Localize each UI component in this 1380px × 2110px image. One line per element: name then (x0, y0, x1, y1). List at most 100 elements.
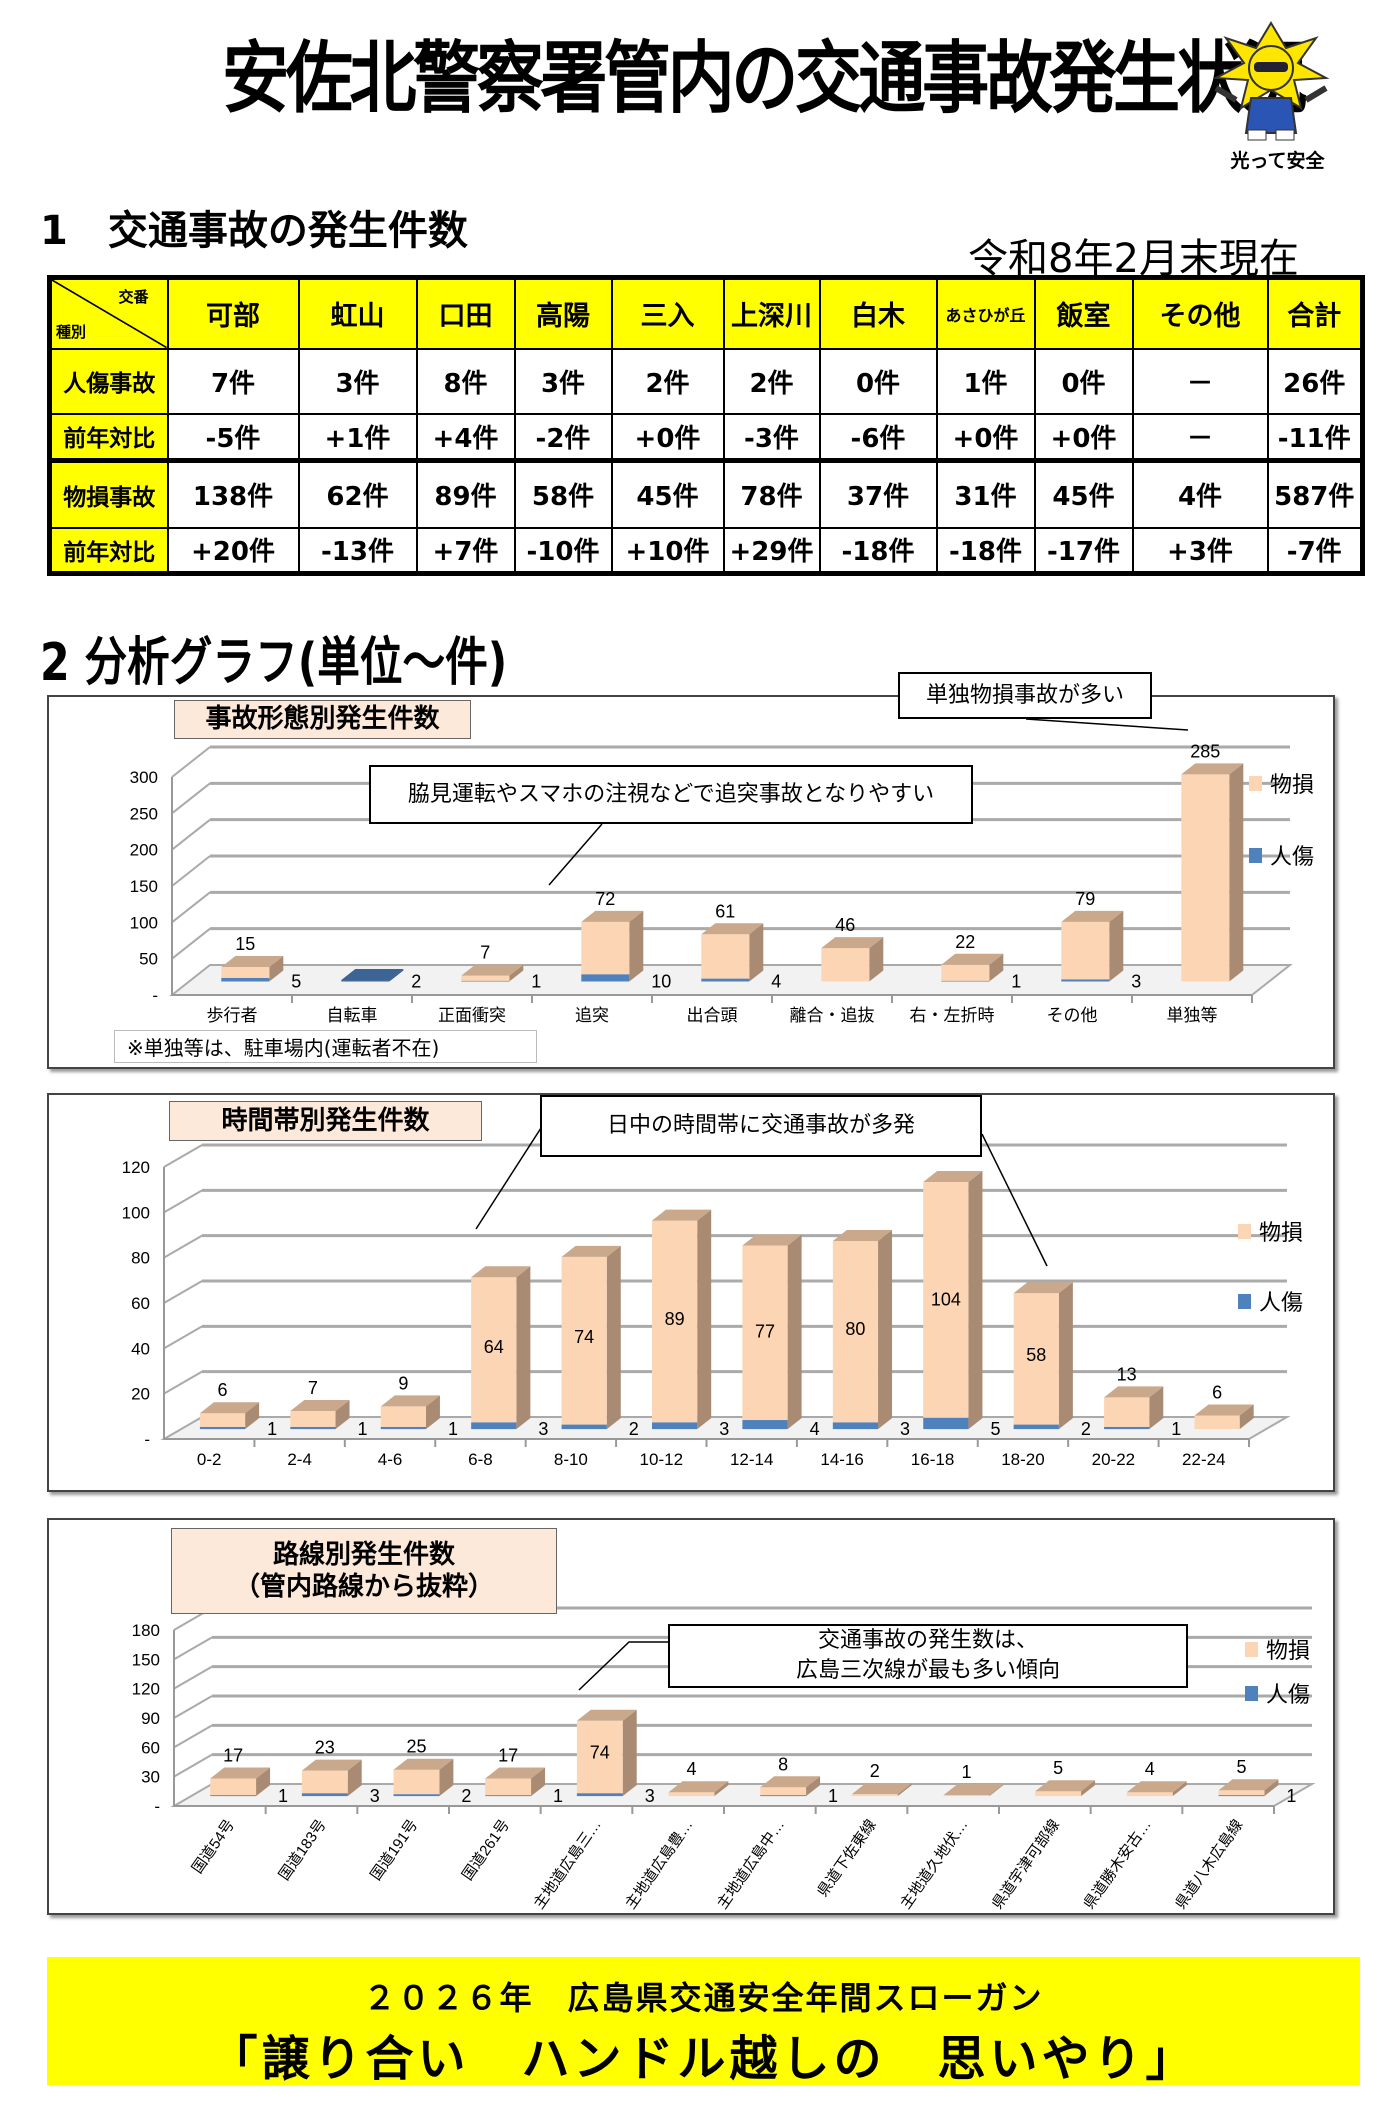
annotation-leader-line (981, 1133, 1048, 1267)
bar-side (629, 910, 644, 982)
bar-property (1013, 1293, 1059, 1425)
bar-property (668, 1792, 715, 1797)
bar-injury (301, 1793, 348, 1797)
annotation-daytime: 日中の時間帯に交通事故が多発 (540, 1095, 982, 1157)
bar-property (380, 1406, 426, 1427)
route-chart: -30 60 90 120 150 180 17 1 国道54号 23 3 国道183号 25 2 国道19… (47, 1518, 1335, 1915)
bar-side (622, 1709, 637, 1797)
data-label-property: 4 (686, 1759, 696, 1779)
data-label-injury: 2 (461, 1786, 471, 1806)
data-label-property: 23 (315, 1738, 335, 1758)
x-tick-label: 12-14 (730, 1450, 773, 1469)
data-label-property: 58 (1026, 1345, 1046, 1365)
bar-property (461, 975, 510, 981)
table-cell: 3件 (513, 347, 613, 415)
page-title: 安佐北警察署管内の交通事故発生状況 (222, 34, 1307, 124)
y-tick-label: 100 (130, 913, 158, 932)
bar-side (1264, 1779, 1279, 1797)
slogan-text: 「譲り合い ハンドル越しの 思いやり」 (209, 2031, 1198, 2087)
x-tick-label: 0-2 (197, 1450, 222, 1469)
bar-property (701, 934, 750, 979)
bar-top (1218, 1779, 1279, 1791)
annotation-single-accident: 単独物損事故が多い (898, 672, 1152, 719)
table-row: 人傷事故 7件 3件 8件 3件 2件 2件 0件 1件 0件－ 26件 (48, 347, 1364, 415)
table-cell: +7件 (415, 526, 516, 575)
column-header: 上深川 (722, 276, 821, 350)
data-label-injury: 3 (900, 1419, 910, 1439)
column-header: 白木 (818, 276, 938, 350)
x-tick-label: 右・左折時 (910, 1006, 995, 1025)
data-label-injury: 2 (1081, 1419, 1091, 1439)
gridline-slant (171, 927, 211, 960)
data-label-property: 7 (308, 1378, 318, 1398)
chart-title: 時間帯別発生件数 (169, 1101, 482, 1141)
data-label-injury: 1 (1286, 1786, 1296, 1806)
bar-property (393, 1769, 440, 1795)
data-label-injury: 5 (990, 1419, 1000, 1439)
legend-label: 物損 (1259, 1221, 1304, 1246)
bar-property (943, 1795, 990, 1797)
bar-property (1126, 1792, 1173, 1797)
data-label-injury: 1 (358, 1419, 368, 1439)
bar-property (1218, 1790, 1265, 1796)
gridline-slant (163, 1234, 203, 1259)
section-heading-counts: 1 交通事故の発生件数 (40, 208, 468, 254)
x-tick-label: 20-22 (1092, 1450, 1135, 1469)
data-label-property: 17 (498, 1746, 518, 1766)
table-cell: 587件 (1266, 458, 1364, 529)
bar-property (561, 1256, 607, 1425)
row-header: 人傷事故 (48, 347, 169, 415)
data-label-injury: 1 (448, 1419, 458, 1439)
data-label-injury: 1 (531, 972, 541, 992)
bar-top (832, 1229, 893, 1241)
table-cell: 0件 (1033, 347, 1134, 415)
data-label-property: 74 (574, 1327, 594, 1347)
bar-top (742, 1234, 802, 1246)
bar-top (210, 1767, 271, 1779)
data-label-injury: 10 (651, 972, 671, 992)
bar-top (1104, 1386, 1164, 1398)
x-tick-label: 主地道久地伏… (897, 1817, 971, 1913)
table-cell: 8件 (415, 347, 516, 415)
table-row: 前年対比 -5件 +1件 +4件 -2件 +0件 -3件 -6件 +0件 +0件－ -11件 (48, 412, 1364, 462)
table-cell: 58件 (513, 458, 613, 529)
bar-top (1061, 910, 1124, 922)
gridline-slant (171, 746, 211, 778)
y-tick-label: - (152, 986, 158, 1005)
x-tick-label: 6-8 (468, 1450, 493, 1469)
data-label-injury: 3 (645, 1786, 655, 1806)
chart-title: 路線別発生件数 （管内路線から抜粋） (171, 1528, 557, 1614)
legend-injury: 人傷 (1249, 839, 1314, 871)
bar-property (471, 1277, 517, 1423)
legend-property: 物損 (1249, 767, 1314, 799)
data-label-property: 15 (235, 934, 255, 954)
bar-top (701, 923, 764, 935)
bar-injury (471, 1422, 517, 1430)
data-label-injury: 4 (810, 1419, 820, 1439)
bar-side (347, 1759, 362, 1797)
y-tick-label: 20 (131, 1385, 150, 1404)
table-cell: -11件 (1266, 412, 1364, 462)
gridline-slant (163, 1370, 203, 1395)
y-tick-label: 250 (130, 804, 158, 823)
x-tick-label: 自転車 (327, 1006, 378, 1025)
bar-injury (561, 1424, 607, 1430)
y-tick-label: 120 (122, 1158, 150, 1177)
gridline-slant (171, 782, 211, 815)
annotation-leader-line (578, 1641, 668, 1691)
legend-label: 人傷 (1270, 845, 1315, 870)
logo-caption: 光って安全 (1230, 150, 1325, 172)
column-header: 虹山 (297, 276, 418, 350)
legend-label: 人傷 (1259, 1291, 1304, 1316)
time-of-day-chart-svg: -20406080100120610-2712-4914-66436-87428… (122, 1127, 1291, 1469)
y-tick-label: 300 (130, 768, 158, 787)
y-tick-label: 60 (131, 1294, 150, 1313)
bar-top (576, 1709, 637, 1721)
bar-injury (485, 1795, 532, 1797)
column-header: その他 (1131, 276, 1269, 350)
bar-top (851, 1783, 912, 1795)
table-cell: -13件 (297, 526, 418, 575)
gridline-slant (173, 1695, 213, 1719)
bar-property (1181, 774, 1230, 982)
bar-property (485, 1778, 532, 1796)
